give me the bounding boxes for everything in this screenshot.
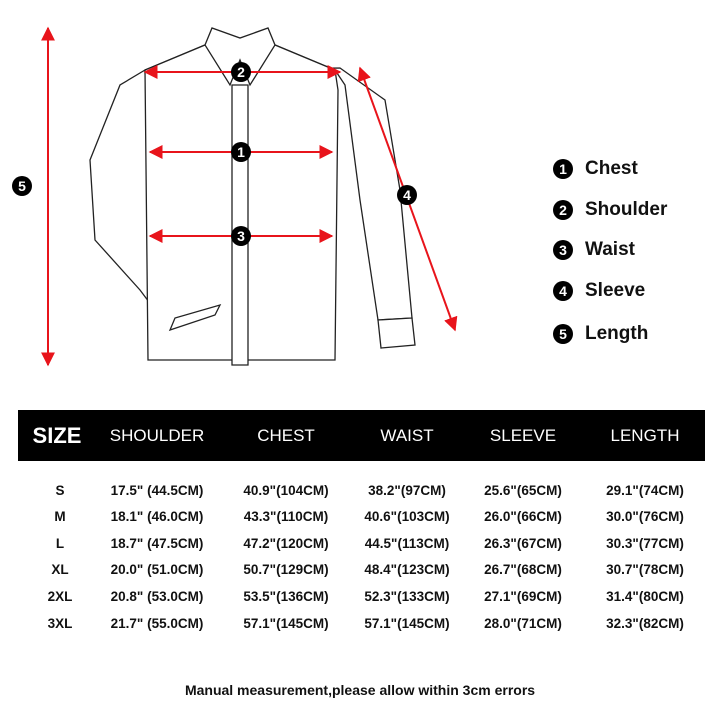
legend-shoulder: 2 Shoulder (553, 199, 667, 221)
cell-sleeve: 28.0"(71CM) (484, 616, 562, 631)
cell-size: L (55, 536, 65, 551)
header-shoulder: SHOULDER (109, 426, 205, 445)
svg-text:4: 4 (403, 187, 411, 203)
svg-text:1: 1 (237, 144, 245, 160)
cell-waist: 52.3"(133CM) (364, 589, 450, 604)
header-size: SIZE (32, 423, 82, 448)
cell-chest: 53.5"(136CM) (243, 589, 329, 604)
cell-shoulder: 17.5" (44.5CM) (110, 483, 204, 498)
legend-sleeve: 4 Sleeve (553, 280, 645, 302)
table-row: M 18.1" (46.0CM) 43.3"(110CM) 40.6"(103CM) 2… (0, 509, 720, 529)
cell-chest: 40.9"(104CM) (243, 483, 329, 498)
measure-markers: 2 1 3 4 5 (12, 62, 417, 246)
cell-shoulder: 20.8" (53.0CM) (110, 589, 204, 604)
cell-size: 2XL (47, 589, 73, 604)
size-table-header: SIZE SHOULDER CHEST WAIST SLEEVE LENGTH (18, 410, 705, 461)
cell-length: 32.3"(82CM) (606, 616, 684, 631)
cell-chest: 47.2"(120CM) (243, 536, 329, 551)
cell-shoulder: 21.7" (55.0CM) (110, 616, 204, 631)
cell-length: 31.4"(80CM) (606, 589, 684, 604)
svg-text:5: 5 (18, 178, 26, 194)
svg-text:2: 2 (237, 64, 245, 80)
marker-2: 2 (231, 62, 251, 82)
cell-shoulder: 18.7" (47.5CM) (110, 536, 204, 551)
cell-sleeve: 26.0"(66CM) (484, 509, 562, 524)
cell-size: XL (51, 562, 69, 577)
cell-sleeve: 25.6"(65CM) (484, 483, 562, 498)
cell-length: 29.1"(74CM) (606, 483, 684, 498)
cell-waist: 38.2"(97CM) (368, 483, 446, 498)
cell-waist: 40.6"(103CM) (364, 509, 450, 524)
table-row: L 18.7" (47.5CM) 47.2"(120CM) 44.5"(113CM) 2… (0, 536, 720, 556)
cell-waist: 44.5"(113CM) (364, 536, 450, 551)
cell-shoulder: 20.0" (51.0CM) (110, 562, 204, 577)
header-waist: WAIST (380, 426, 434, 445)
marker-5: 5 (12, 176, 32, 196)
cell-length: 30.7"(78CM) (606, 562, 684, 577)
cell-length: 30.0"(76CM) (606, 509, 684, 524)
cell-sleeve: 26.3"(67CM) (484, 536, 562, 551)
marker-4: 4 (397, 185, 417, 205)
svg-text:3: 3 (237, 228, 245, 244)
cell-size: S (55, 483, 65, 498)
legend-chest: 1 Chest (553, 158, 638, 180)
cell-waist: 48.4"(123CM) (364, 562, 450, 577)
marker-1: 1 (231, 142, 251, 162)
cell-sleeve: 26.7"(68CM) (484, 562, 562, 577)
cell-length: 30.3"(77CM) (606, 536, 684, 551)
shirt-diagram: 2 1 3 4 5 (12, 26, 458, 367)
footer-note: Manual measurement,please allow within 3… (184, 682, 536, 698)
cell-chest: 43.3"(110CM) (243, 509, 329, 524)
table-row: 3XL 21.7" (55.0CM) 57.1"(145CM) 57.1"(145CM… (0, 616, 720, 636)
cell-waist: 57.1"(145CM) (364, 616, 450, 631)
header-chest: CHEST (257, 426, 315, 445)
cell-shoulder: 18.1" (46.0CM) (110, 509, 204, 524)
cell-size: M (54, 509, 66, 524)
header-sleeve: SLEEVE (489, 426, 557, 445)
table-row: S 17.5" (44.5CM) 40.9"(104CM) 38.2"(97CM) 25… (0, 483, 720, 503)
cell-chest: 50.7"(129CM) (243, 562, 329, 577)
cell-size: 3XL (47, 616, 73, 631)
cell-chest: 57.1"(145CM) (243, 616, 329, 631)
legend-waist: 3 Waist (553, 239, 635, 261)
shirt-outline (89, 27, 416, 366)
table-row: XL 20.0" (51.0CM) 50.7"(129CM) 48.4"(123CM)… (0, 562, 720, 582)
cell-sleeve: 27.1"(69CM) (484, 589, 562, 604)
header-length: LENGTH (610, 426, 680, 445)
table-row: 2XL 20.8" (53.0CM) 53.5"(136CM) 52.3"(133CM… (0, 589, 720, 609)
legend-length: 5 Length (553, 323, 648, 345)
marker-3: 3 (231, 226, 251, 246)
